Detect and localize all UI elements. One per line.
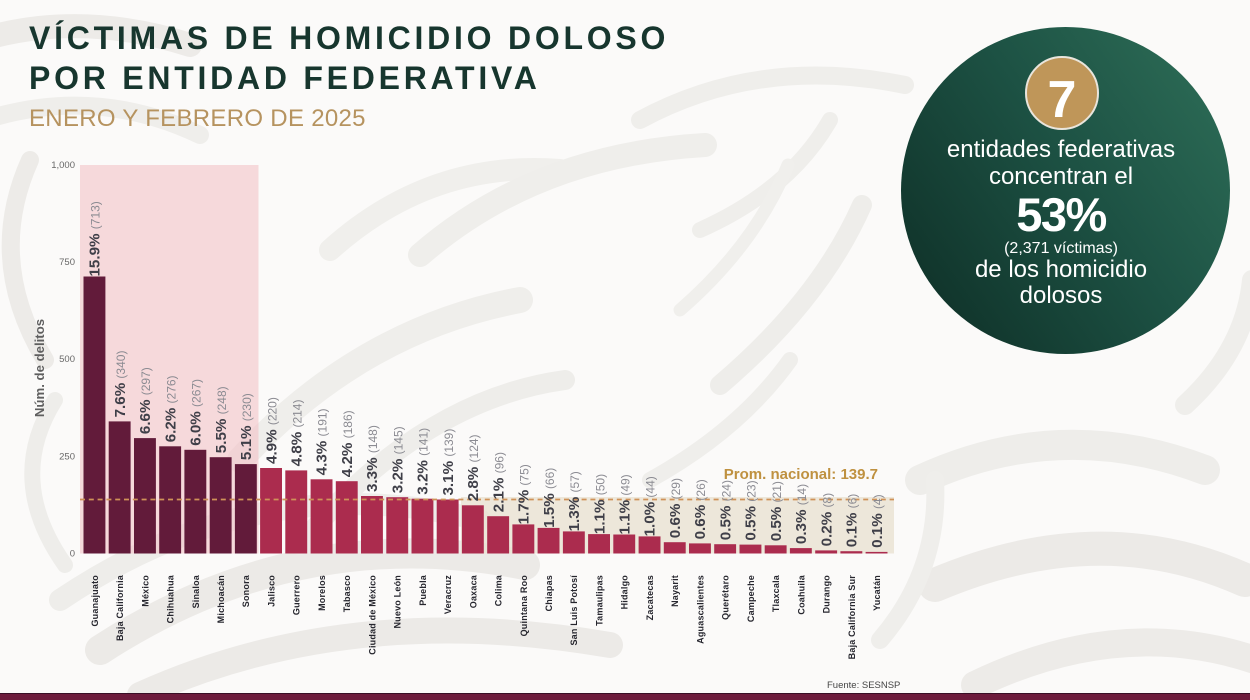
svg-text:1.3% (57): 1.3% (57) [566,471,583,531]
svg-text:1.1% (50): 1.1% (50) [591,474,608,534]
svg-text:México: México [140,575,150,607]
svg-text:Colima: Colima [494,574,504,606]
svg-text:0.5% (23): 0.5% (23) [743,480,760,540]
svg-text:750: 750 [59,257,75,268]
svg-text:2.1% (96): 2.1% (96) [490,452,507,512]
svg-text:Sinaloa: Sinaloa [191,574,201,608]
svg-text:3.2% (145): 3.2% (145) [389,426,406,493]
svg-text:Veracruz: Veracruz [443,575,453,614]
svg-text:Chiapas: Chiapas [544,575,554,611]
svg-text:Quintana Roo: Quintana Roo [519,575,529,637]
svg-text:0.3% (14): 0.3% (14) [793,484,810,544]
svg-text:15.9% (713): 15.9% (713) [87,201,104,276]
svg-text:Zacatecas: Zacatecas [645,575,655,620]
svg-text:Jalisco: Jalisco [267,575,277,607]
svg-text:250: 250 [59,451,75,462]
svg-text:Puebla: Puebla [418,574,428,606]
svg-text:Tlaxcala: Tlaxcala [771,574,781,612]
svg-text:1.1% (49): 1.1% (49) [617,474,634,534]
svg-text:Yucatán: Yucatán [872,575,882,611]
svg-text:Coahuila: Coahuila [796,574,806,614]
svg-text:Hidalgo: Hidalgo [620,575,630,610]
svg-text:Nayarit: Nayarit [670,575,680,607]
svg-text:4.2% (186): 4.2% (186) [339,410,356,477]
svg-text:7.6% (340): 7.6% (340) [112,351,129,418]
svg-text:0.2% (8): 0.2% (8) [818,493,835,547]
svg-text:1.0% (44): 1.0% (44) [642,476,659,536]
svg-text:6.6% (297): 6.6% (297) [137,367,154,434]
svg-text:1.7% (75): 1.7% (75) [516,464,533,524]
svg-text:Guerrero: Guerrero [292,575,302,615]
svg-text:0: 0 [70,549,75,560]
svg-text:0.6% (26): 0.6% (26) [692,479,709,539]
svg-text:3.3% (148): 3.3% (148) [364,425,381,492]
svg-text:4.3% (191): 4.3% (191) [314,408,331,475]
svg-text:Oaxaca: Oaxaca [468,574,478,608]
svg-text:0.1% (6): 0.1% (6) [844,494,861,548]
svg-text:4.8% (214): 4.8% (214) [289,400,306,467]
svg-text:Aguascalientes: Aguascalientes [695,575,705,644]
svg-text:Sonora: Sonora [241,574,251,607]
svg-text:Tabasco: Tabasco [342,575,352,613]
svg-text:Chihuahua: Chihuahua [166,574,176,623]
svg-text:Campeche: Campeche [746,575,756,622]
svg-text:San Luis Potosí: San Luis Potosí [569,575,579,646]
svg-text:0.5% (24): 0.5% (24) [717,480,734,540]
svg-text:Fuente: SESNSP: Fuente: SESNSP [827,680,900,691]
svg-text:Prom. nacional: 139.7: Prom. nacional: 139.7 [724,466,878,483]
svg-text:1,000: 1,000 [51,160,75,171]
svg-text:Durango: Durango [822,575,832,614]
svg-text:6.0% (267): 6.0% (267) [188,379,205,446]
svg-text:Núm. de delitos: Núm. de delitos [32,319,47,417]
svg-text:Guanajuato: Guanajuato [90,575,100,627]
svg-text:Querétaro: Querétaro [721,575,731,620]
svg-text:0.1% (4): 0.1% (4) [869,494,886,548]
svg-text:Tamaulipas: Tamaulipas [595,575,605,626]
svg-text:Morelos: Morelos [317,575,327,611]
svg-text:Ciudad de México: Ciudad de México [367,575,377,655]
svg-text:3.1% (139): 3.1% (139) [440,429,457,496]
svg-text:0.5% (21): 0.5% (21) [768,481,785,541]
svg-text:2.8% (124): 2.8% (124) [465,434,482,501]
svg-text:1.5% (66): 1.5% (66) [541,468,558,528]
svg-text:4.9% (220): 4.9% (220) [263,397,280,464]
svg-text:Michoacán: Michoacán [216,575,226,623]
svg-text:5.1% (230): 5.1% (230) [238,393,255,460]
svg-text:Nuevo León: Nuevo León [393,575,403,629]
svg-text:500: 500 [59,354,75,365]
svg-text:Baja California: Baja California [115,574,125,641]
svg-text:0.6% (29): 0.6% (29) [667,478,684,538]
svg-text:6.2% (276): 6.2% (276) [162,375,179,442]
svg-text:3.2% (141): 3.2% (141) [415,428,432,495]
svg-text:Baja California Sur: Baja California Sur [847,575,857,660]
svg-text:5.5% (248): 5.5% (248) [213,386,230,453]
